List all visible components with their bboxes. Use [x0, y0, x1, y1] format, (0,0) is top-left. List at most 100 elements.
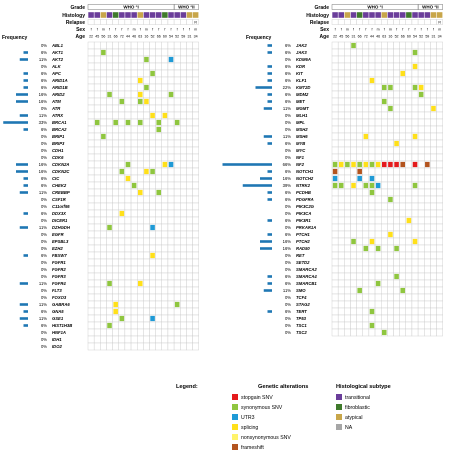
right-grid-cell — [430, 132, 437, 141]
left-grid-cell — [167, 41, 175, 50]
right-freq-label: 6% — [285, 232, 291, 237]
left-grid-cell — [192, 146, 199, 155]
left-grid-cell — [186, 251, 193, 260]
right-grid-cell — [436, 279, 443, 288]
right-histology-cell — [338, 12, 344, 18]
right-grid-cell — [387, 293, 394, 302]
right-relapse-cell — [424, 19, 431, 25]
right-grid-cell — [344, 321, 351, 330]
right-grid-cell — [424, 48, 431, 57]
left-grid-cell — [161, 265, 169, 274]
left-grid-cell — [136, 195, 144, 204]
left-gene-label: ARID1A — [51, 78, 68, 83]
right-label-age: Age — [320, 34, 330, 40]
right-grid-cell — [393, 97, 400, 106]
left-grid-cell — [118, 328, 126, 337]
left-grid-cell — [93, 48, 101, 57]
right-grid-cell — [374, 209, 382, 218]
left-grid-cell — [167, 244, 175, 253]
left-grid-cell — [130, 62, 138, 71]
left-grid-cell — [149, 216, 156, 225]
right-grid-cell — [344, 202, 351, 211]
left-grid-cell — [180, 48, 187, 57]
right-grid-cell — [411, 202, 419, 211]
right-grid-cell — [356, 300, 363, 309]
left-grid-cell — [124, 307, 132, 316]
left-gene-label: AKT2 — [51, 57, 64, 62]
left-grid-cell — [136, 237, 144, 246]
left-relapse-cell — [192, 19, 199, 25]
left-grid-cell — [87, 181, 95, 190]
right-grid-cell — [350, 104, 357, 113]
left-grid-cell — [100, 328, 107, 337]
right-grid-cell — [381, 188, 388, 197]
left-grid-cell — [167, 223, 175, 232]
left-grid-cell — [118, 216, 126, 225]
left-grid-cell — [186, 41, 193, 50]
right-alteration-mark — [351, 238, 356, 245]
left-grid-cell — [173, 321, 181, 330]
right-grid-cell — [399, 146, 406, 155]
left-grid-cell — [130, 69, 138, 78]
right-grid-cell — [374, 139, 382, 148]
right-grid-cell — [424, 202, 431, 211]
left-grid-cell — [106, 328, 113, 337]
left-grid-cell — [149, 160, 156, 169]
right-grid-cell — [430, 111, 437, 120]
left-grid-cell — [100, 83, 107, 92]
right-gene-label: MDM2 — [296, 92, 309, 97]
left-grid-cell — [161, 55, 169, 64]
left-grid-cell — [161, 69, 169, 78]
legend-label-splicing: splicing — [241, 425, 258, 431]
left-grid-cell — [149, 139, 156, 148]
right-gene-label: PCDHB — [296, 190, 311, 195]
right-freq-label: 0% — [285, 148, 291, 153]
right-grid-cell — [387, 328, 394, 337]
right-grid-cell — [337, 76, 345, 85]
left-gene-label: CDH1 — [52, 148, 64, 153]
left-grid-cell — [192, 125, 199, 134]
right-grid-cell — [411, 272, 419, 281]
left-freq-label: 0% — [41, 337, 47, 342]
right-freq-label: 16% — [283, 239, 292, 244]
left-grid-cell — [143, 286, 150, 295]
left-grid-cell — [186, 111, 193, 120]
right-grid-cell — [393, 90, 400, 99]
left-grid-cell — [155, 195, 162, 204]
right-grid-cell — [424, 300, 431, 309]
right-grid-cell — [436, 230, 443, 239]
right-grid-cell — [430, 209, 437, 218]
left-gene-label: ARID1B — [51, 85, 68, 90]
left-grid-cell — [112, 230, 119, 239]
left-grid-cell — [173, 202, 181, 211]
left-grid-cell — [106, 286, 113, 295]
left-grid-cell — [149, 132, 156, 141]
left-grid-cell — [100, 293, 107, 302]
right-freq-bar — [267, 72, 272, 75]
right-grid-cell — [331, 307, 339, 316]
right-grid-cell — [405, 321, 413, 330]
right-grid-cell — [374, 223, 382, 232]
left-grid-cell — [106, 307, 113, 316]
legend-label-synonymous_snv: synonymous SNV — [241, 405, 283, 411]
left-sex-label: m — [102, 28, 105, 32]
left-grid-cell — [173, 258, 181, 267]
left-gene-label: GSE1 — [52, 316, 64, 321]
right-relapse-cell — [436, 19, 443, 25]
right-freq-bar — [267, 65, 272, 68]
right-grid-cell — [405, 307, 413, 316]
left-grid-cell — [192, 41, 199, 50]
right-freq-label: 22% — [283, 85, 292, 90]
right-grid-cell — [399, 279, 406, 288]
legend: Legend: Genetic alterations Histological s… — [176, 384, 391, 451]
right-grid-cell — [337, 62, 345, 71]
right-grid-cell — [436, 104, 443, 113]
left-grid-cell — [93, 300, 101, 309]
left-grid-cell — [93, 328, 101, 337]
left-grid-cell — [143, 188, 150, 197]
left-grid-cell — [192, 62, 199, 71]
left-grid-cell — [143, 230, 150, 239]
left-grid-cell — [143, 111, 150, 120]
left-gene-label: DDX3X — [52, 211, 66, 216]
right-gene-label: MGMT — [296, 106, 309, 111]
